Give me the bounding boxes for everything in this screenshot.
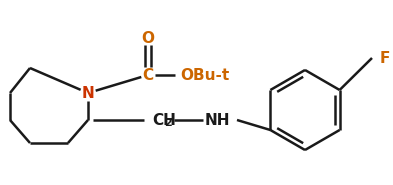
Text: OBu-t: OBu-t xyxy=(180,68,229,83)
Text: 2: 2 xyxy=(164,118,172,128)
Text: C: C xyxy=(142,68,154,83)
Text: N: N xyxy=(82,85,94,100)
Text: F: F xyxy=(380,51,390,65)
Text: CH: CH xyxy=(152,112,176,127)
Text: NH: NH xyxy=(205,112,231,127)
Text: O: O xyxy=(141,31,154,46)
